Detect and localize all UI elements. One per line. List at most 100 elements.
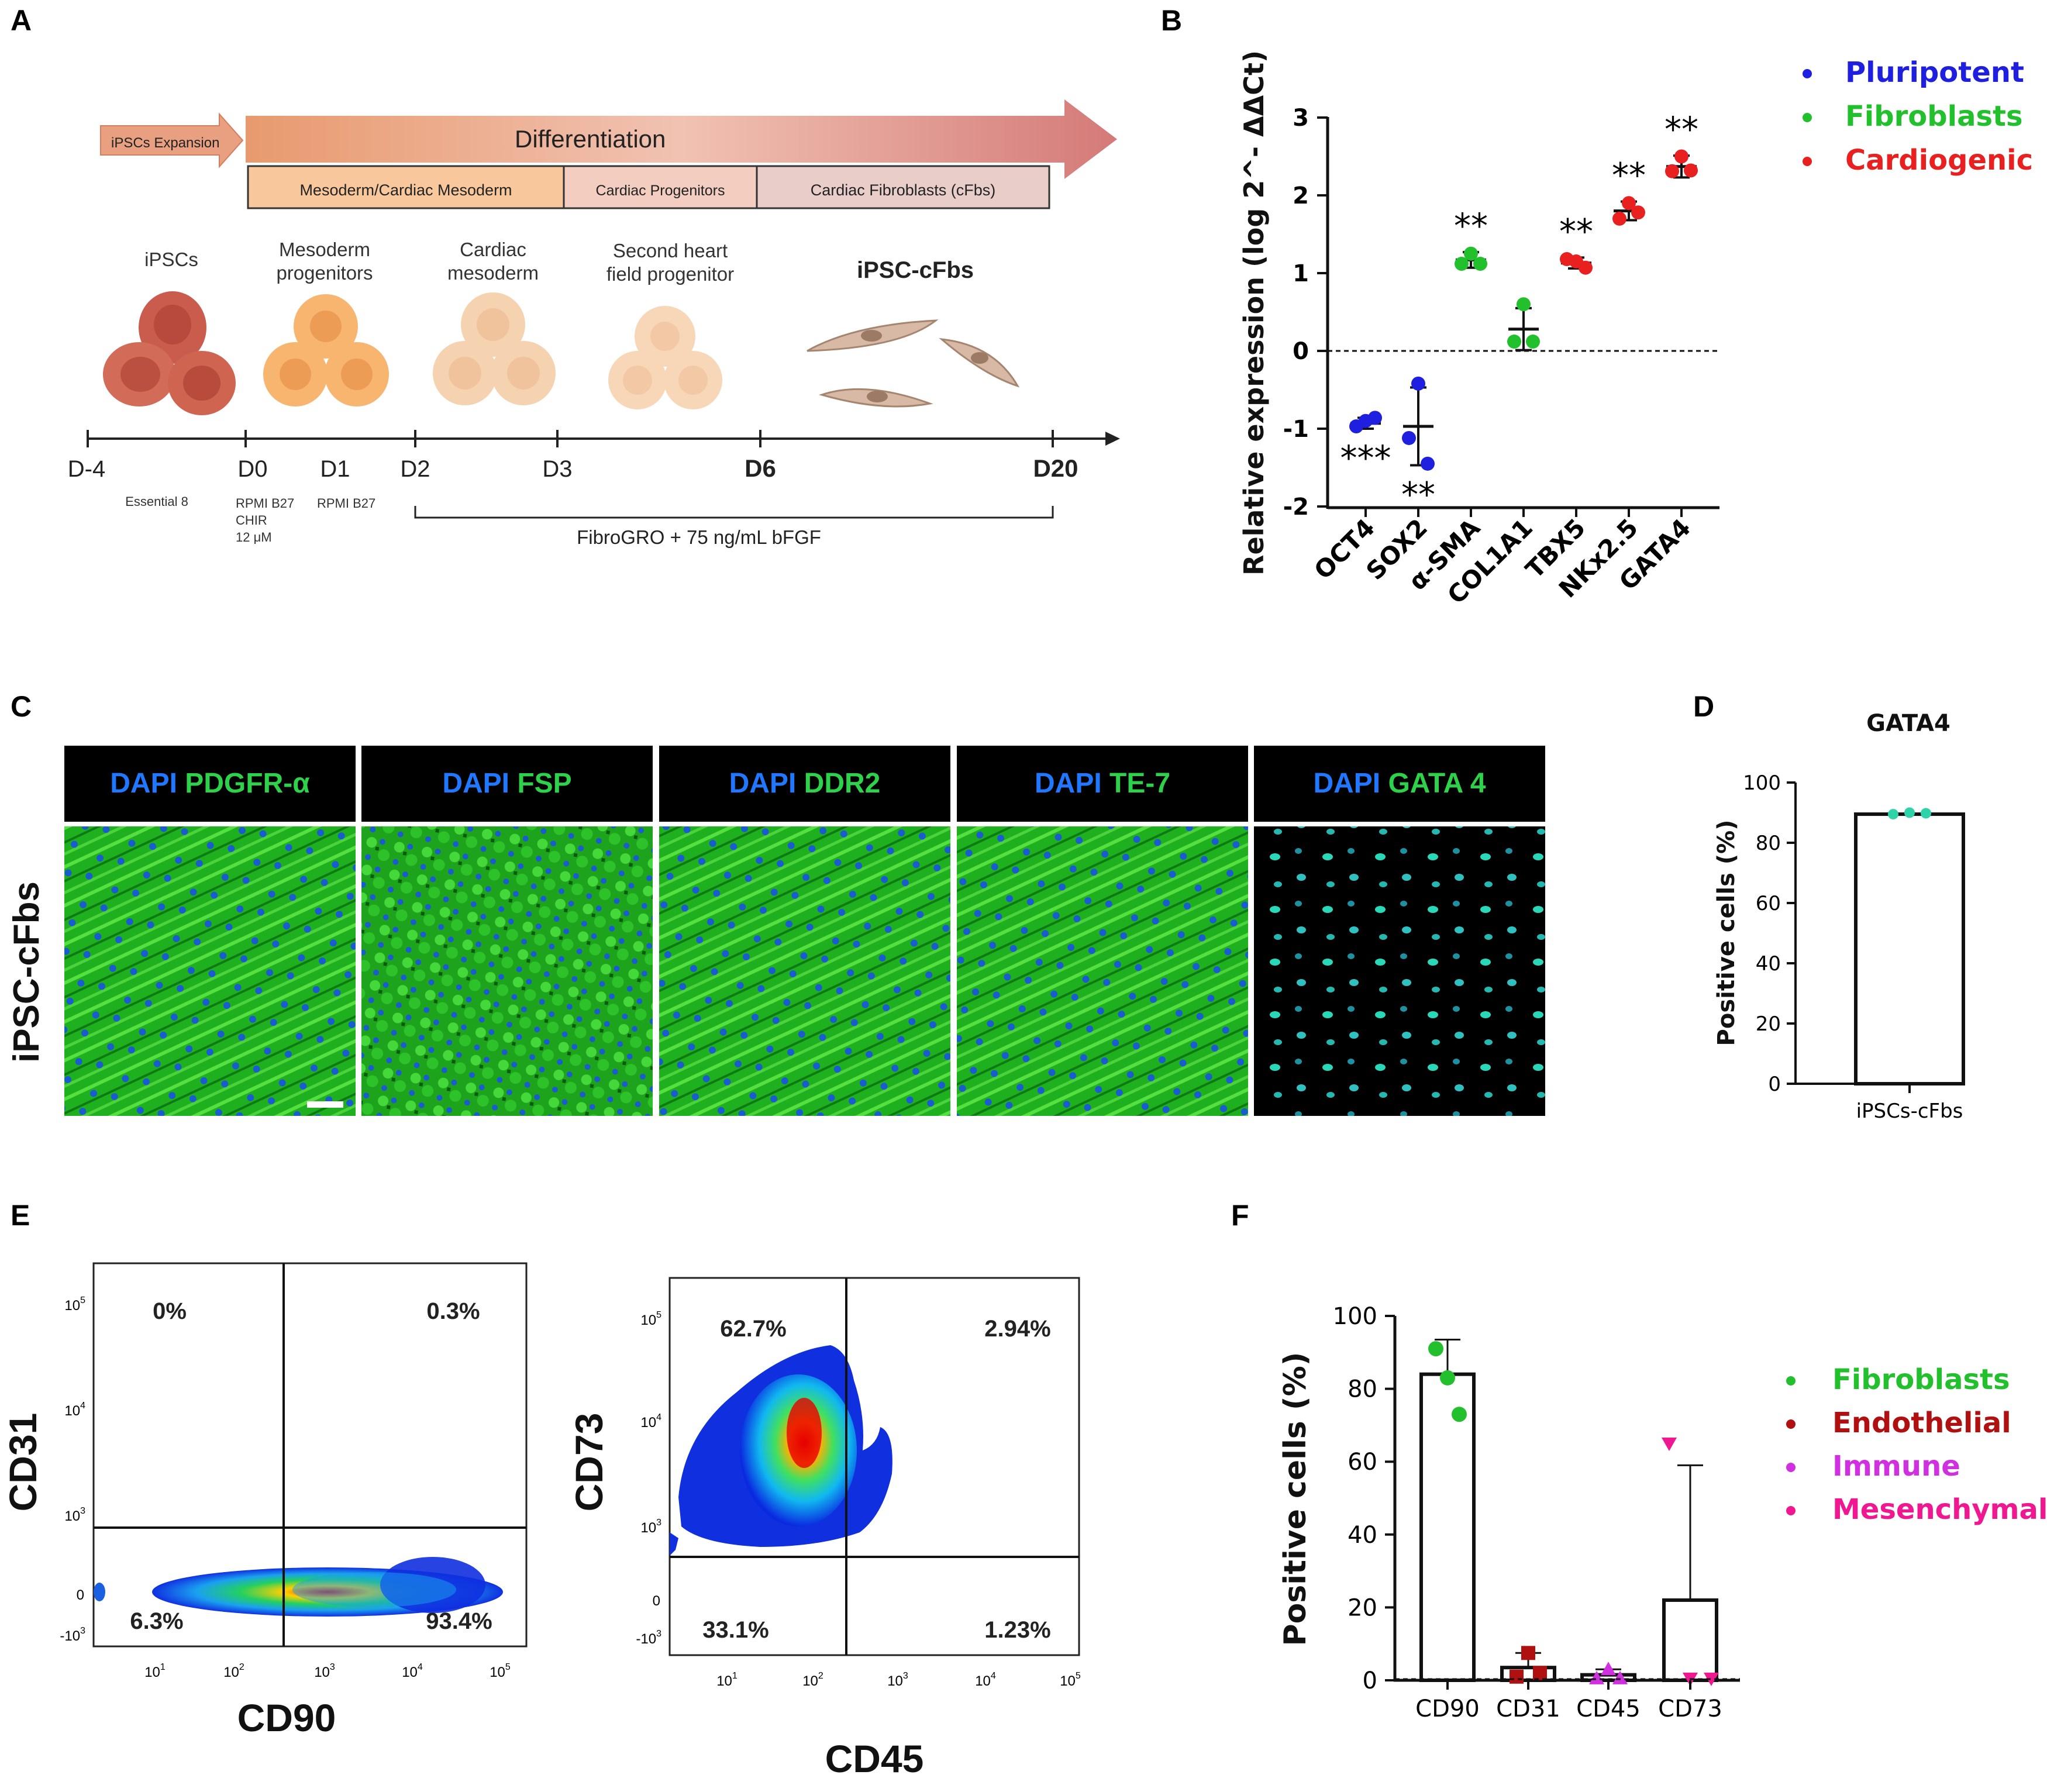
f-data-point	[1704, 1672, 1719, 1686]
b-y-tick-label: 2	[1293, 182, 1309, 209]
f-legend-label: Fibroblasts	[1832, 1363, 2010, 1396]
b-y-tick-label: -2	[1283, 494, 1309, 521]
q-lr-2: 1.23%	[984, 1617, 1050, 1643]
f-data-point	[1521, 1646, 1535, 1660]
f-legend-label: Immune	[1832, 1450, 1960, 1483]
cell-label-mesoderm-2: progenitors	[276, 262, 373, 284]
q-ur-1: 0.3%	[426, 1298, 480, 1324]
day-label-d2: D2	[400, 456, 430, 482]
f-category-label: CD73	[1658, 1695, 1722, 1722]
b-legend-dot	[1803, 69, 1812, 78]
b-y-tick-label: -1	[1283, 416, 1309, 443]
e-x-tick-label: 102	[802, 1671, 823, 1689]
f-legend-dot	[1786, 1376, 1796, 1386]
f-y-tick-label: 20	[1348, 1594, 1377, 1621]
expansion-label: iPSCs Expansion	[111, 135, 219, 151]
e-y-tick-label: -103	[60, 1626, 85, 1644]
c-header-label: DAPI FSP	[442, 768, 571, 799]
f-data-point	[1589, 1670, 1604, 1684]
b-significance: **	[1454, 206, 1488, 246]
q-ur-2: 2.94%	[984, 1316, 1050, 1342]
d-y-tick-label: 80	[1756, 832, 1781, 855]
c-header-label: DAPI TE-7	[1035, 768, 1170, 799]
d-y-tick-label: 40	[1756, 952, 1781, 976]
c-dapi-label: DAPI	[729, 768, 804, 799]
f-legend-dot	[1786, 1506, 1796, 1515]
d-data-point	[1904, 807, 1915, 818]
stage-mesoderm-label: Mesoderm/Cardiac Mesoderm	[299, 181, 512, 199]
panel-b-expression-chart: Relative expression (log 2^- ΔΔCt) -2 -1 0…	[1238, 50, 2033, 609]
f-legend-dot	[1786, 1419, 1796, 1429]
d-y-tick-label: 0	[1768, 1073, 1781, 1096]
b-significance: **	[1665, 109, 1698, 149]
b-legend-label: Cardiogenic	[1845, 144, 2033, 177]
b-data-point	[1631, 205, 1645, 220]
c-header-label: DAPI PDGFR-α	[110, 768, 310, 799]
c-marker-label: FSP	[517, 768, 571, 799]
panel-a-protocol: iPSCs Expansion Differentiation Mesoderm…	[68, 99, 1120, 548]
scale-bar	[307, 1101, 343, 1108]
day-label-d20: D20	[1033, 454, 1078, 482]
c-header-label: DAPI DDR2	[729, 768, 881, 799]
f-data-point	[1510, 1669, 1524, 1684]
e-x-tick-label: 104	[402, 1662, 423, 1680]
d-y-axis-title: Positive cells (%)	[1713, 820, 1740, 1046]
c-marker-label: TE-7	[1109, 768, 1170, 799]
f-bar	[1419, 1372, 1476, 1682]
b-data-point	[1349, 419, 1363, 434]
f-data-point	[1533, 1666, 1547, 1680]
c-header-box	[64, 746, 356, 822]
d-data-point	[1888, 809, 1898, 820]
f-legend-label: Mesenchymal	[1832, 1493, 2047, 1526]
media-fibrogro: FibroGRO + 75 ng/mL bFGF	[577, 526, 821, 548]
e2-y-axis-title: CD73	[567, 1413, 611, 1512]
c-header-box	[361, 746, 653, 822]
b-data-point	[1368, 411, 1382, 425]
c-dapi-label: DAPI	[110, 768, 185, 799]
b-y-tick-label: 0	[1293, 338, 1309, 365]
shf-progenitor-cells-icon	[608, 306, 722, 409]
f-legend-label: Endothelial	[1832, 1407, 2011, 1439]
cell-label-ipscs: iPSCs	[144, 249, 198, 270]
panel-label-c: C	[11, 690, 32, 723]
e-x-tick-label: 101	[144, 1662, 166, 1680]
b-significance: **	[1612, 156, 1646, 195]
b-y-tick-label: 3	[1293, 105, 1309, 132]
c-micrograph	[64, 826, 356, 1116]
c-micrograph	[361, 826, 653, 1116]
b-data-point	[1579, 260, 1593, 275]
e-y-tick-label: 104	[64, 1401, 85, 1419]
d-category-label: iPSCs-cFbs	[1856, 1100, 1963, 1123]
b-data-point	[1612, 211, 1626, 226]
e1-x-axis-title: CD90	[237, 1696, 336, 1739]
b-y-tick-label: 1	[1293, 260, 1309, 287]
c-header-box	[957, 746, 1248, 822]
b-legend-label: Pluripotent	[1845, 56, 2024, 89]
cardiac-mesoderm-cells-icon	[433, 292, 556, 405]
f-data-point	[1612, 1670, 1628, 1684]
stage-cfbs-box	[756, 165, 1050, 209]
panel-label-a: A	[11, 4, 32, 37]
b-significance: ***	[1340, 438, 1391, 478]
differentiation-label: Differentiation	[515, 125, 666, 153]
f-data-point	[1428, 1341, 1443, 1357]
f-category-label: CD45	[1576, 1695, 1641, 1722]
d-y-tick-label: 60	[1756, 892, 1781, 915]
q-ll-2: 33.1%	[702, 1617, 769, 1643]
cell-label-cardiac-1: Cardiac	[460, 239, 526, 260]
f-data-point	[1452, 1407, 1467, 1422]
b-data-point	[1402, 430, 1416, 445]
f-y-tick-label: 40	[1348, 1522, 1377, 1549]
f-y-axis-title: Positive cells (%)	[1278, 1352, 1313, 1646]
q-ul-1: 0%	[153, 1298, 187, 1324]
c-micrograph	[1254, 826, 1545, 1116]
media-d0-line1: RPMI B27	[236, 496, 294, 511]
q-ul-2: 62.7%	[720, 1316, 786, 1342]
b-data-point	[1665, 164, 1679, 178]
c-header-label: DAPI GATA 4	[1313, 768, 1486, 799]
f-legend-dot	[1786, 1463, 1796, 1472]
c-dapi-label: DAPI	[1313, 768, 1388, 799]
e-x-tick-label: 105	[490, 1662, 511, 1680]
b-data-point	[1674, 149, 1688, 164]
